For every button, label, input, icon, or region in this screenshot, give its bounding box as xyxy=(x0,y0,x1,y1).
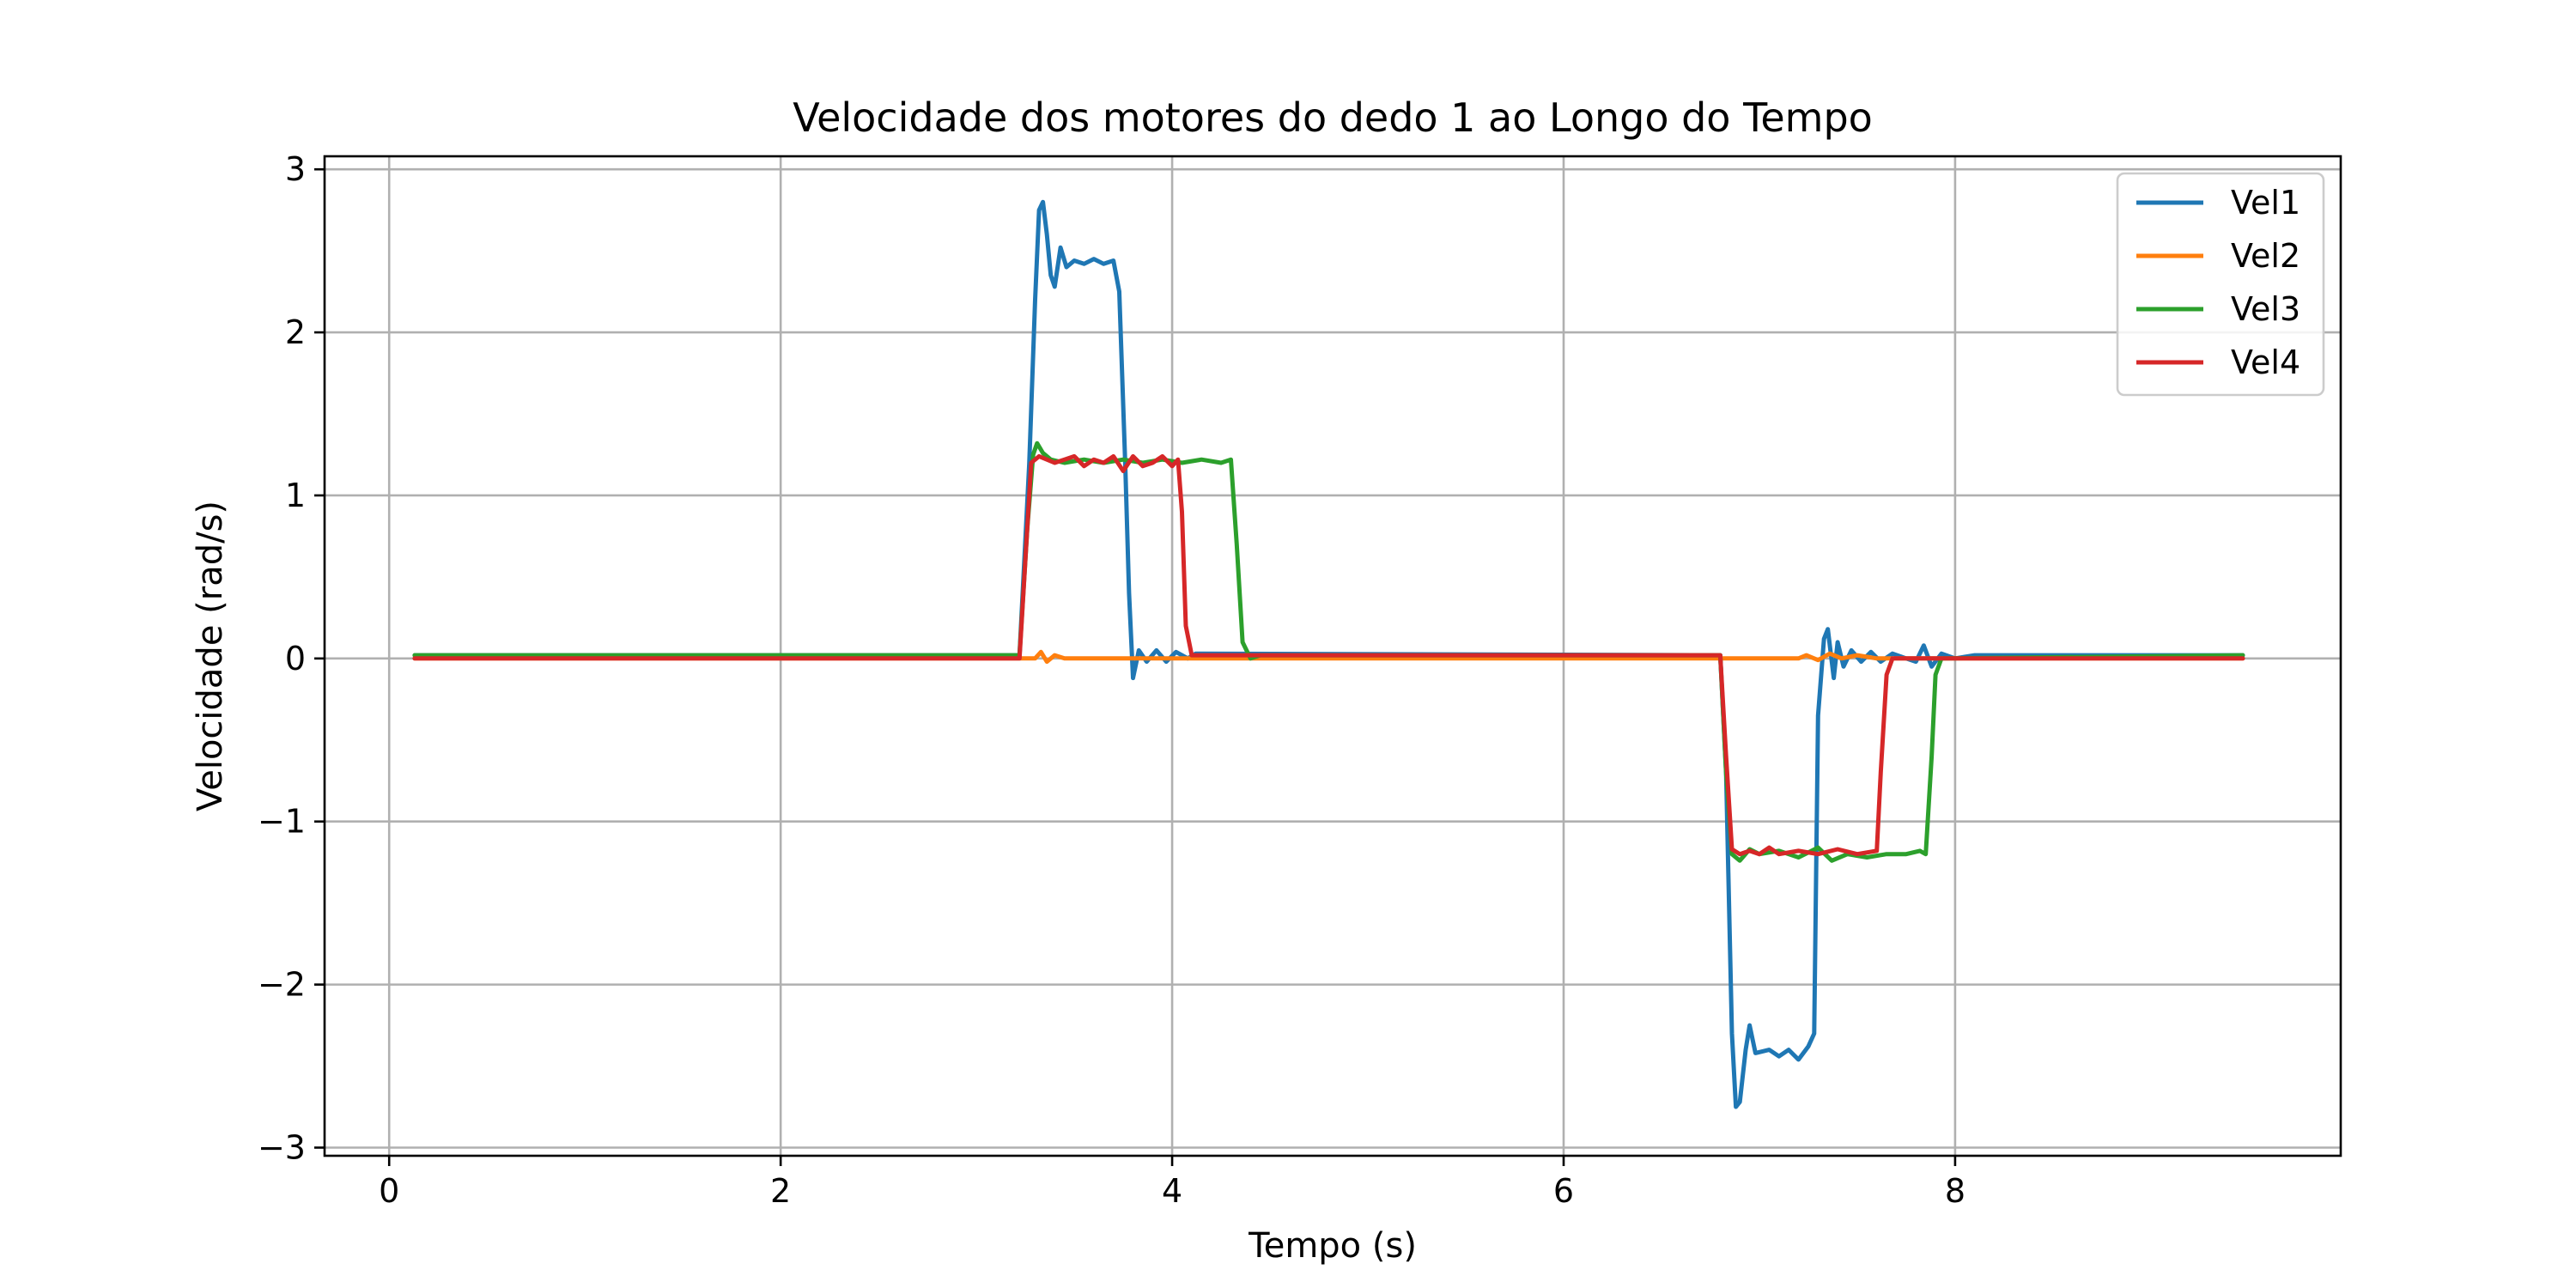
x-tick-label: 6 xyxy=(1553,1172,1574,1210)
legend-label-vel1: Vel1 xyxy=(2231,184,2300,222)
x-tick-label: 4 xyxy=(1162,1172,1182,1210)
legend-box xyxy=(2116,172,2325,397)
plot-area xyxy=(412,199,2245,1109)
legend-label-vel3: Vel3 xyxy=(2231,290,2300,328)
x-tick-label: 0 xyxy=(379,1172,399,1210)
y-tick-label: 0 xyxy=(285,640,306,677)
legend-label-vel4: Vel4 xyxy=(2231,343,2300,381)
series-line-vel2 xyxy=(412,649,2245,665)
chart-title: Velocidade dos motores do dedo 1 ao Long… xyxy=(793,94,1873,141)
y-tick-label: 3 xyxy=(285,150,306,188)
series-line-vel1 xyxy=(412,199,2245,1109)
y-axis-label: Velocidade (rad/s) xyxy=(191,501,230,811)
legend: Vel1 Vel2 Vel3 Vel4 xyxy=(2116,172,2325,397)
x-tick-label: 8 xyxy=(1945,1172,1965,1210)
y-tick-label: −3 xyxy=(258,1129,306,1167)
y-tick-label: −2 xyxy=(258,966,306,1004)
x-tick-label: 2 xyxy=(770,1172,791,1210)
plot-frame xyxy=(323,155,2342,1157)
legend-label-vel2: Vel2 xyxy=(2231,237,2300,275)
axes-ticks: 0 2 4 6 8 −3 −2 −1 0 1 2 3 xyxy=(258,150,1965,1210)
x-axis-label: Tempo (s) xyxy=(1248,1226,1417,1266)
y-tick-label: −1 xyxy=(258,803,306,841)
y-tick-label: 1 xyxy=(285,477,306,514)
y-tick-label: 2 xyxy=(285,313,306,351)
series-line-vel4 xyxy=(412,453,2245,857)
